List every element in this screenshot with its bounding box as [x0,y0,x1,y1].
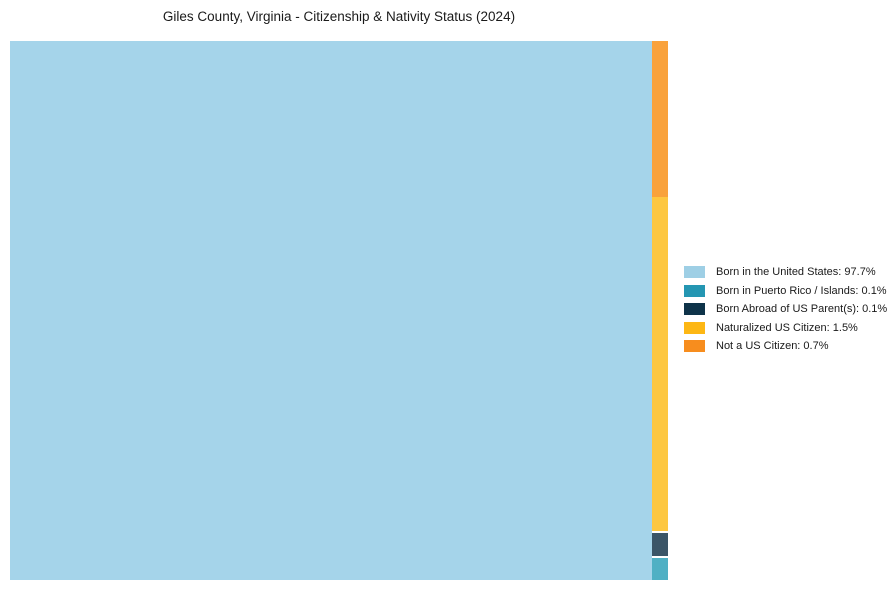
treemap-block-not-a-us-citizen [652,41,668,198]
legend: Born in the United States: 97.7% Born in … [684,266,887,352]
legend-swatch [684,321,705,334]
legend-item: Naturalized US Citizen: 1.5% [684,321,887,334]
legend-item: Born in the United States: 97.7% [684,266,887,278]
legend-label: Born in Puerto Rico / Islands: 0.1% [716,284,887,297]
legend-label: Born in the United States: 97.7% [716,266,876,278]
treemap-side-column [652,41,668,581]
legend-swatch [684,303,705,315]
treemap-block-born-in-puerto-rico-islands [652,557,668,581]
legend-label: Born Abroad of US Parent(s): 0.1% [716,303,888,315]
treemap-plot [10,41,668,581]
legend-item: Born in Puerto Rico / Islands: 0.1% [684,284,887,297]
treemap-segment-gap [652,555,668,558]
legend-item: Not a US Citizen: 0.7% [684,340,887,352]
legend-swatch [684,266,705,278]
legend-swatch [684,340,705,352]
treemap-block-naturalized-us-citizen [652,197,668,532]
legend-label: Not a US Citizen: 0.7% [716,340,829,352]
legend-item: Born Abroad of US Parent(s): 0.1% [684,303,887,315]
chart-title: Giles County, Virginia - Citizenship & N… [162,9,516,24]
treemap-block-main [10,41,653,580]
treemap-block-born-abroad-of-us-parent-s [652,533,668,556]
treemap-segment-gap [652,531,668,534]
legend-swatch [684,284,705,297]
legend-label: Naturalized US Citizen: 1.5% [716,321,858,334]
